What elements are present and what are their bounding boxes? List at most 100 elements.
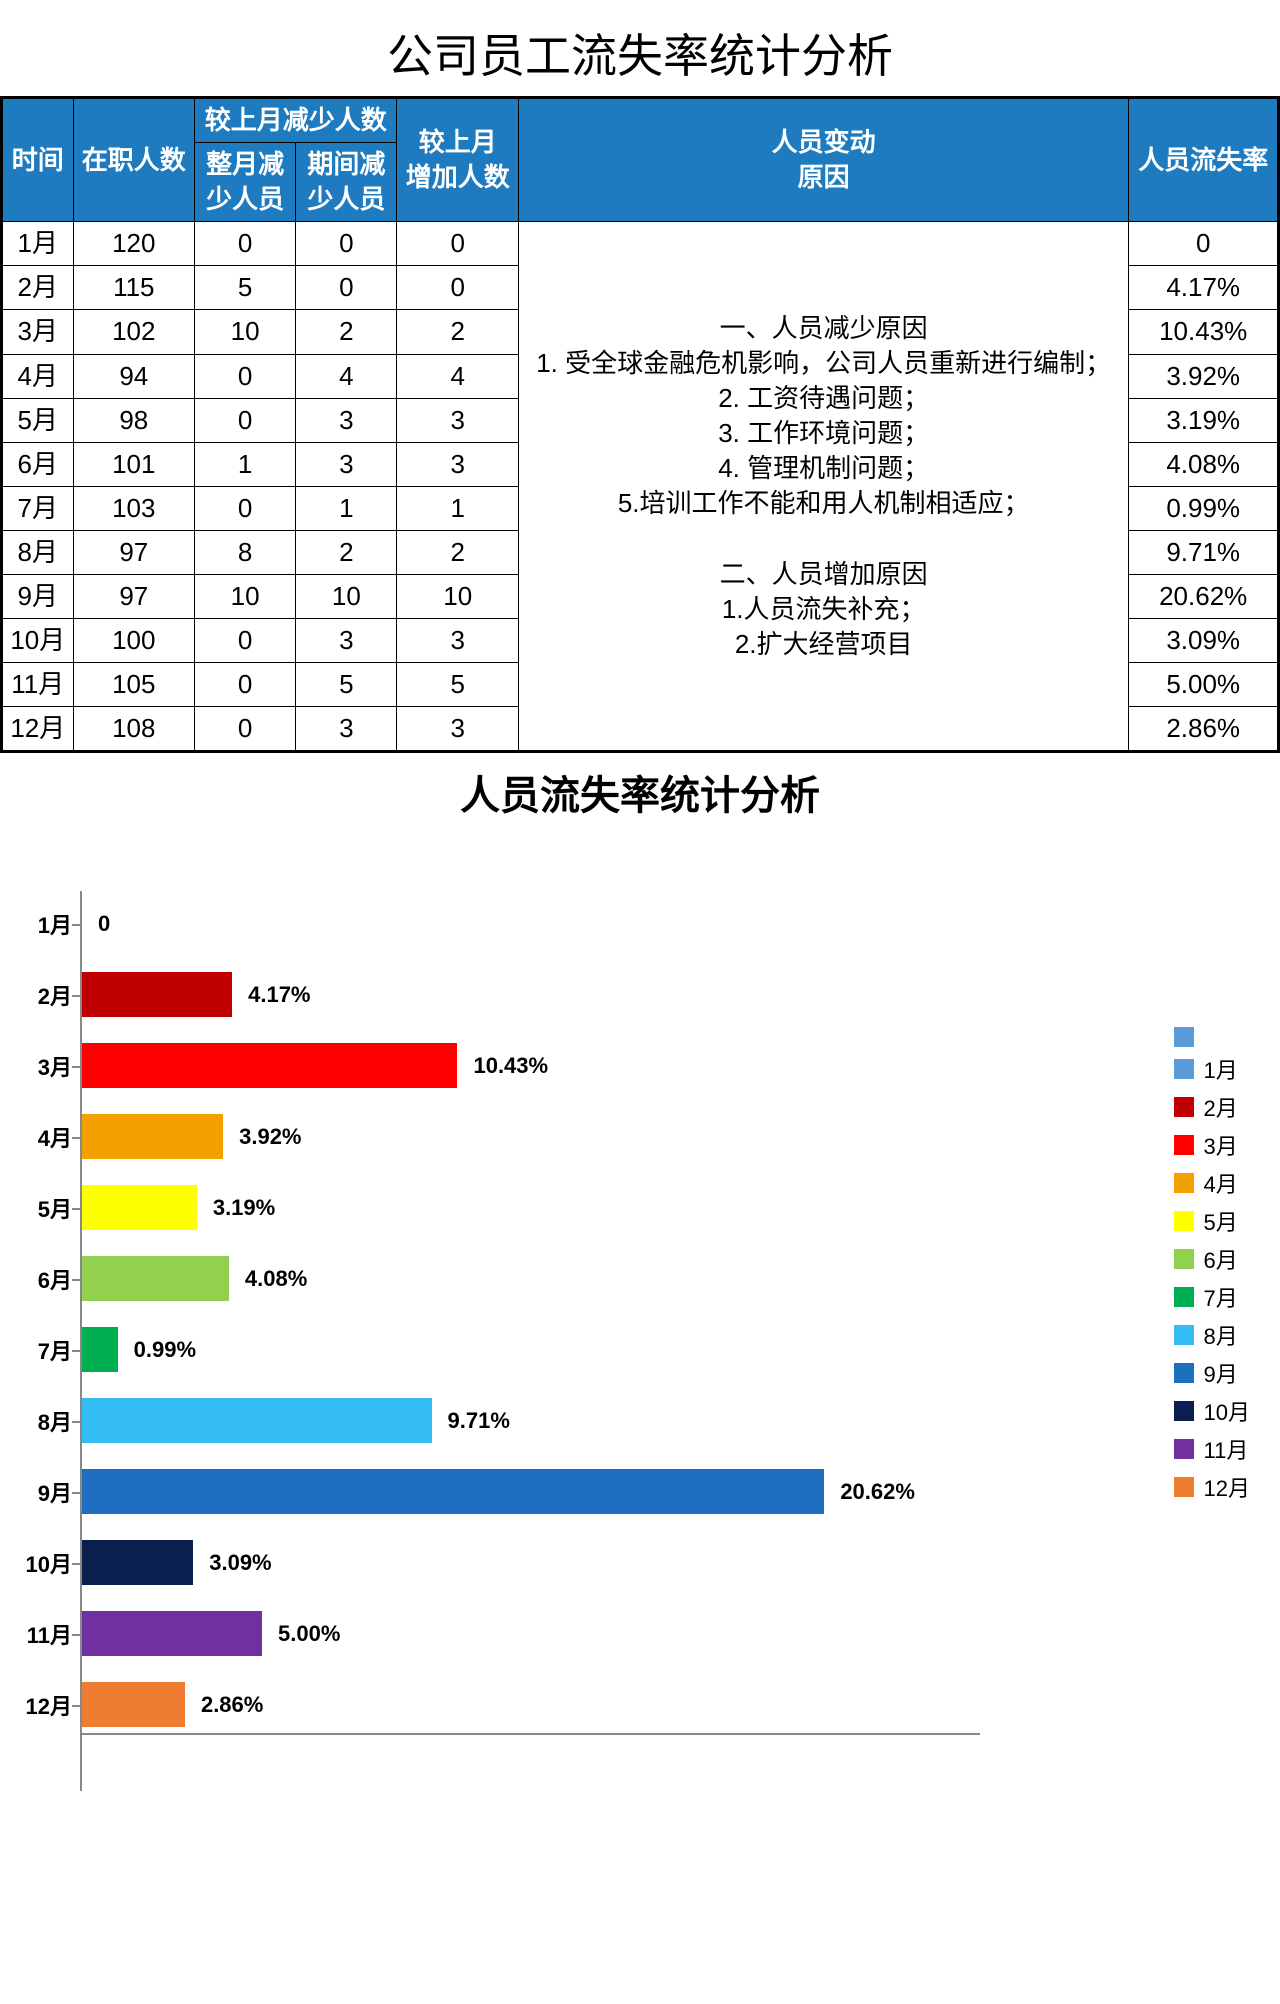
legend-swatch bbox=[1174, 1097, 1194, 1117]
legend-swatch bbox=[1174, 1059, 1194, 1079]
legend-item: 6月 bbox=[1174, 1243, 1250, 1275]
legend-label: 5月 bbox=[1204, 1205, 1238, 1237]
cell-headcount: 103 bbox=[73, 486, 194, 530]
main-title: 公司员工流失率统计分析 bbox=[0, 0, 1280, 96]
legend-label: 9月 bbox=[1204, 1357, 1238, 1389]
cell-dec-full: 0 bbox=[195, 663, 296, 707]
cell-increase: 3 bbox=[397, 442, 518, 486]
cell-time: 7月 bbox=[2, 486, 74, 530]
axis-tick bbox=[72, 1492, 80, 1494]
cell-headcount: 105 bbox=[73, 663, 194, 707]
bar bbox=[82, 972, 232, 1017]
th-decrease-period: 期间减少人员 bbox=[296, 143, 397, 222]
cell-dec-period: 1 bbox=[296, 486, 397, 530]
legend-swatch bbox=[1174, 1439, 1194, 1459]
cell-dec-period: 3 bbox=[296, 619, 397, 663]
legend-label: 10月 bbox=[1204, 1395, 1250, 1427]
reason-line: 5.培训工作不能和用人机制相适应； bbox=[525, 486, 1122, 521]
bar-value-label: 0.99% bbox=[134, 1337, 196, 1363]
bar-category-label: 4月 bbox=[38, 1121, 72, 1153]
legend-item bbox=[1174, 1027, 1250, 1047]
bar bbox=[82, 1398, 432, 1443]
bar-value-label: 0 bbox=[98, 911, 110, 937]
bar bbox=[82, 1327, 118, 1372]
cell-dec-period: 2 bbox=[296, 530, 397, 574]
bar-row: 6月4.08% bbox=[80, 1256, 980, 1301]
reason-line: 1.人员流失补充； bbox=[525, 592, 1122, 627]
cell-headcount: 101 bbox=[73, 442, 194, 486]
reason-line: 1. 受全球金融危机影响，公司人员重新进行编制； bbox=[525, 346, 1122, 381]
cell-increase: 3 bbox=[397, 398, 518, 442]
cell-increase: 10 bbox=[397, 575, 518, 619]
legend-item: 7月 bbox=[1174, 1281, 1250, 1313]
legend-swatch bbox=[1174, 1363, 1194, 1383]
cell-increase: 2 bbox=[397, 310, 518, 354]
bar-value-label: 3.92% bbox=[239, 1124, 301, 1150]
cell-dec-full: 5 bbox=[195, 266, 296, 310]
th-headcount: 在职人数 bbox=[73, 98, 194, 222]
th-reason: 人员变动原因 bbox=[518, 98, 1128, 222]
bar-value-label: 4.08% bbox=[245, 1266, 307, 1292]
legend-swatch bbox=[1174, 1401, 1194, 1421]
bar-category-label: 11月 bbox=[27, 1618, 72, 1650]
bar-category-label: 12月 bbox=[26, 1689, 72, 1721]
legend-item: 8月 bbox=[1174, 1319, 1250, 1351]
bar-value-label: 5.00% bbox=[278, 1621, 340, 1647]
cell-dec-period: 3 bbox=[296, 707, 397, 752]
bar-row: 9月20.62% bbox=[80, 1469, 980, 1514]
legend-swatch bbox=[1174, 1249, 1194, 1269]
axis-tick bbox=[72, 1705, 80, 1707]
bar bbox=[82, 1256, 229, 1301]
bar-row: 1月0 bbox=[80, 901, 980, 946]
bar-row: 3月10.43% bbox=[80, 1043, 980, 1088]
chart-plot-area: 1月02月4.17%3月10.43%4月3.92%5月3.19%6月4.08%7… bbox=[80, 891, 980, 1791]
legend-swatch bbox=[1174, 1027, 1194, 1047]
cell-dec-period: 5 bbox=[296, 663, 397, 707]
chart-title: 人员流失率统计分析 bbox=[0, 753, 1280, 821]
bar-category-label: 5月 bbox=[38, 1192, 72, 1224]
legend-swatch bbox=[1174, 1477, 1194, 1497]
bar-value-label: 2.86% bbox=[201, 1692, 263, 1718]
cell-rate: 20.62% bbox=[1129, 575, 1279, 619]
cell-dec-period: 3 bbox=[296, 442, 397, 486]
th-decrease-group: 较上月减少人数 bbox=[195, 98, 397, 143]
legend-swatch bbox=[1174, 1325, 1194, 1345]
page-root: 公司员工流失率统计分析 时间 在职人数 较上月减少人数 较上月增加人数 人员变动… bbox=[0, 0, 1280, 1871]
legend-item: 10月 bbox=[1174, 1395, 1250, 1427]
bar bbox=[82, 1682, 185, 1727]
bar-row: 7月0.99% bbox=[80, 1327, 980, 1372]
cell-time: 8月 bbox=[2, 530, 74, 574]
legend-item: 12月 bbox=[1174, 1471, 1250, 1503]
cell-time: 3月 bbox=[2, 310, 74, 354]
x-axis bbox=[80, 1733, 980, 1735]
cell-dec-period: 4 bbox=[296, 354, 397, 398]
cell-headcount: 97 bbox=[73, 530, 194, 574]
cell-dec-period: 0 bbox=[296, 222, 397, 266]
legend-item: 4月 bbox=[1174, 1167, 1250, 1199]
legend-label: 2月 bbox=[1204, 1091, 1238, 1123]
reason-line bbox=[525, 521, 1122, 556]
bar-row: 5月3.19% bbox=[80, 1185, 980, 1230]
bar-category-label: 9月 bbox=[38, 1476, 72, 1508]
cell-time: 2月 bbox=[2, 266, 74, 310]
bar-value-label: 20.62% bbox=[840, 1479, 915, 1505]
th-increase: 较上月增加人数 bbox=[397, 98, 518, 222]
bar-row: 11月5.00% bbox=[80, 1611, 980, 1656]
bar-chart: 1月02月4.17%3月10.43%4月3.92%5月3.19%6月4.08%7… bbox=[0, 821, 1280, 1871]
cell-increase: 1 bbox=[397, 486, 518, 530]
cell-time: 10月 bbox=[2, 619, 74, 663]
cell-dec-period: 10 bbox=[296, 575, 397, 619]
cell-dec-full: 10 bbox=[195, 310, 296, 354]
bar-value-label: 10.43% bbox=[473, 1053, 548, 1079]
bar-row: 10月3.09% bbox=[80, 1540, 980, 1585]
cell-increase: 0 bbox=[397, 266, 518, 310]
cell-dec-full: 1 bbox=[195, 442, 296, 486]
cell-headcount: 102 bbox=[73, 310, 194, 354]
cell-dec-full: 0 bbox=[195, 398, 296, 442]
legend-item: 5月 bbox=[1174, 1205, 1250, 1237]
axis-tick bbox=[72, 1137, 80, 1139]
reason-line: 一、人员减少原因 bbox=[525, 311, 1122, 346]
cell-rate: 3.09% bbox=[1129, 619, 1279, 663]
cell-time: 9月 bbox=[2, 575, 74, 619]
legend-item: 2月 bbox=[1174, 1091, 1250, 1123]
